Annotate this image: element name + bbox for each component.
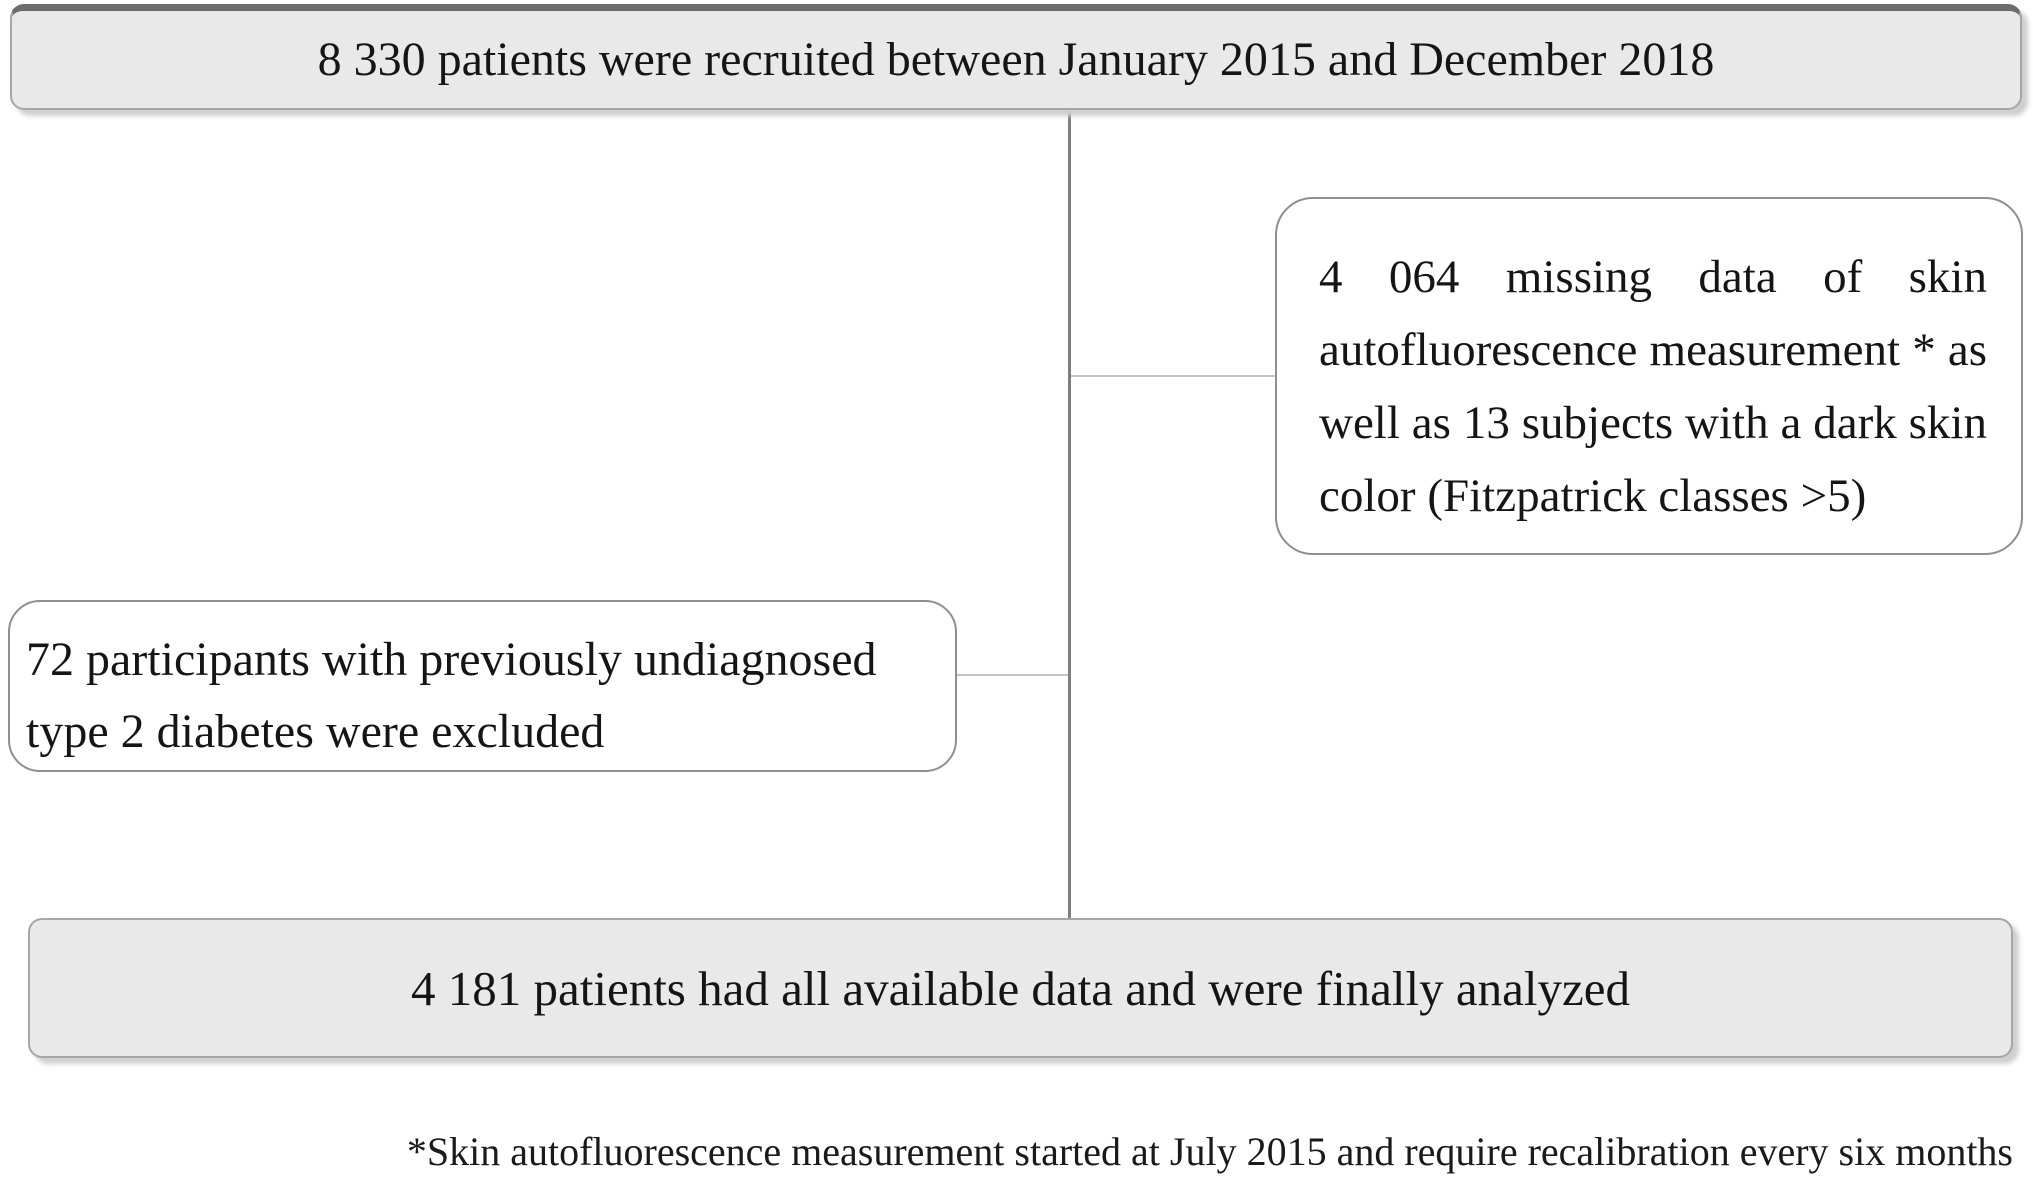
excluded-undiagnosed-text: 72 participants with previously undiagno… bbox=[26, 633, 877, 758]
connector-branch-left-line bbox=[957, 674, 1068, 676]
footnote-text: *Skin autofluorescence measurement start… bbox=[406, 1129, 2013, 1174]
excluded-undiagnosed-box: 72 participants with previously undiagno… bbox=[8, 600, 957, 772]
analyzed-patients-box: 4 181 patients had all available data an… bbox=[28, 918, 2013, 1058]
recruited-patients-text: 8 330 patients were recruited between Ja… bbox=[317, 33, 1715, 86]
analyzed-patients-text: 4 181 patients had all available data an… bbox=[410, 960, 1631, 1016]
connector-vertical-line bbox=[1068, 110, 1071, 918]
excluded-missing-data-text: 4 064 missing data of skin autofluoresce… bbox=[1319, 251, 1987, 522]
excluded-missing-data-box: 4 064 missing data of skin autofluoresce… bbox=[1275, 197, 2023, 555]
connector-branch-right-line bbox=[1071, 375, 1277, 377]
recruited-patients-box: 8 330 patients were recruited between Ja… bbox=[10, 4, 2022, 110]
